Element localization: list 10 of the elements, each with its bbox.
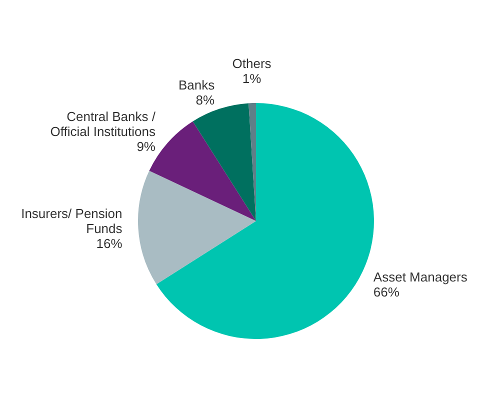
data-label: 16%: [96, 236, 123, 251]
data-label: 1%: [242, 71, 262, 86]
data-label: 9%: [136, 138, 156, 154]
data-label: 8%: [196, 92, 216, 108]
slice-label: Insurers/ Pension Funds: [21, 206, 123, 236]
slice-label: Asset Managers: [373, 270, 468, 285]
data-label: 66%: [373, 284, 400, 300]
slice-label: Central Banks / Official Institutions: [50, 108, 156, 139]
slice-label: Banks: [178, 78, 216, 93]
slice-label: Others: [232, 56, 272, 72]
